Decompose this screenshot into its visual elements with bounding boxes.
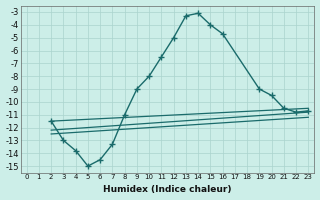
X-axis label: Humidex (Indice chaleur): Humidex (Indice chaleur) (103, 185, 232, 194)
